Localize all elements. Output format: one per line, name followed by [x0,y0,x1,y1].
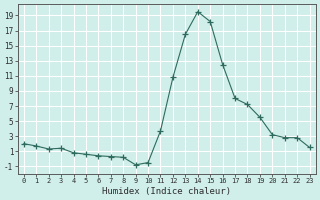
X-axis label: Humidex (Indice chaleur): Humidex (Indice chaleur) [102,187,231,196]
